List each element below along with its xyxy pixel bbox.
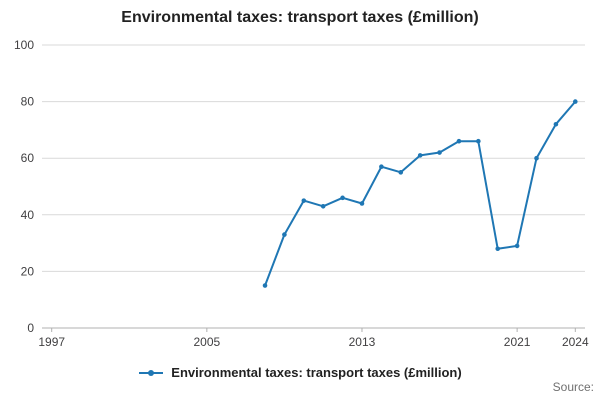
svg-text:20: 20 bbox=[21, 264, 35, 278]
svg-text:60: 60 bbox=[21, 151, 35, 165]
svg-text:100: 100 bbox=[14, 38, 34, 52]
svg-text:0: 0 bbox=[27, 321, 34, 335]
svg-text:2021: 2021 bbox=[504, 335, 531, 349]
svg-text:2024: 2024 bbox=[562, 335, 589, 349]
legend-marker bbox=[139, 369, 164, 376]
svg-text:2013: 2013 bbox=[349, 335, 376, 349]
svg-text:2005: 2005 bbox=[193, 335, 220, 349]
source-label: Source: bbox=[552, 380, 594, 394]
legend-label: Environmental taxes: transport taxes (£m… bbox=[171, 365, 462, 380]
svg-text:40: 40 bbox=[21, 208, 35, 222]
svg-text:1997: 1997 bbox=[38, 335, 65, 349]
line-chart-svg: 0 20 40 60 80 100 1997 2005 2013 2021 2024 bbox=[14, 38, 589, 349]
chart-title: Environmental taxes: transport taxes (£m… bbox=[121, 9, 479, 26]
legend: Environmental taxes: transport taxes (£m… bbox=[0, 365, 600, 380]
svg-text:80: 80 bbox=[21, 95, 35, 109]
